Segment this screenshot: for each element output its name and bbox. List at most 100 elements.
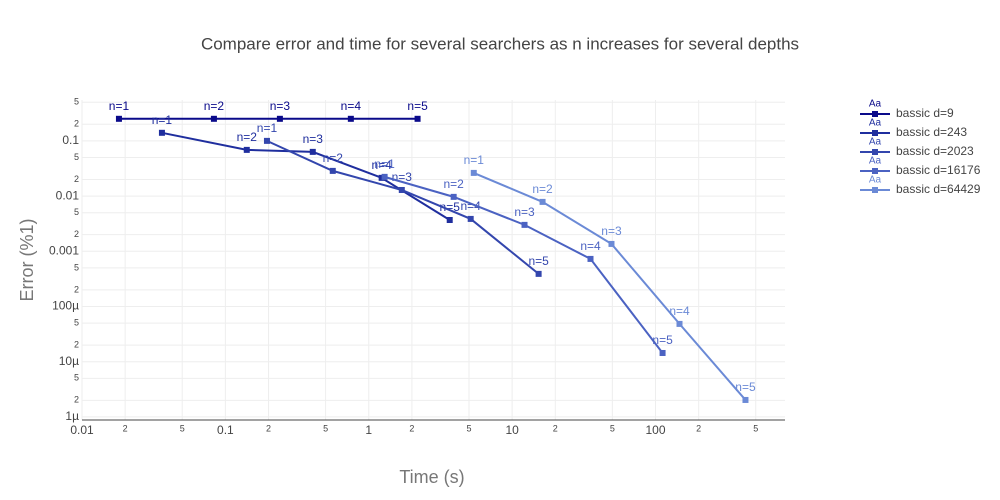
x-tick-label: 2	[409, 423, 414, 433]
marker	[329, 167, 336, 174]
x-axis-title: Time (s)	[399, 467, 464, 487]
marker	[587, 255, 594, 262]
marker	[381, 173, 388, 180]
x-tick-label: 10	[505, 423, 519, 437]
x-tick-label: 100	[646, 423, 666, 437]
x-tick-label: 5	[466, 423, 471, 433]
marker	[535, 270, 542, 277]
marker	[158, 129, 165, 136]
point-label: n=1	[464, 153, 485, 167]
point-label: n=1	[152, 113, 173, 127]
legend-icon-text: Aa	[869, 99, 882, 110]
point-label: n=5	[528, 254, 549, 268]
legend-icon-text: Aa	[869, 118, 882, 129]
x-tick-label: 5	[180, 423, 185, 433]
y-tick-label: 2	[74, 395, 79, 405]
point-label: n=1	[257, 121, 278, 135]
legend-label: bassic d=64429	[896, 182, 981, 196]
y-tick-label: 0.1	[62, 133, 79, 147]
legend-icon-text: Aa	[869, 175, 882, 186]
y-tick-label: 0.01	[56, 188, 80, 202]
y-tick-label: 2	[74, 284, 79, 294]
point-label: n=3	[601, 224, 622, 238]
marker	[450, 193, 457, 200]
series-line	[266, 139, 540, 275]
y-tick-label: 0.001	[49, 243, 79, 257]
x-tick-label: 0.01	[70, 423, 94, 437]
point-label: n=4	[341, 99, 362, 113]
chart-title: Compare error and time for several searc…	[201, 34, 799, 53]
legend-label: bassic d=16176	[896, 163, 981, 177]
legend-marker	[872, 168, 878, 174]
x-tick-label: 2	[266, 423, 271, 433]
y-tick-label: 2	[74, 174, 79, 184]
point-label: n=2	[237, 130, 258, 144]
marker	[659, 349, 666, 356]
y-tick-label: 100µ	[52, 299, 79, 313]
point-label: n=3	[270, 99, 291, 113]
marker	[446, 216, 453, 223]
x-tick-label: 2	[553, 423, 558, 433]
series-line	[384, 175, 664, 354]
x-tick-label: 5	[610, 423, 615, 433]
marker	[243, 146, 250, 153]
y-tick-label: 10µ	[59, 354, 79, 368]
y-tick-label: 2	[74, 119, 79, 129]
y-tick-label: 5	[74, 152, 79, 162]
marker	[467, 215, 474, 222]
marker	[608, 240, 615, 247]
marker	[347, 115, 354, 122]
point-label: n=4	[580, 239, 601, 253]
marker	[309, 148, 316, 155]
marker	[470, 169, 477, 176]
legend-marker	[872, 149, 878, 155]
point-label: n=2	[532, 182, 553, 196]
x-tick-label: 2	[696, 423, 701, 433]
point-label: n=5	[652, 333, 673, 347]
point-label: n=3	[514, 205, 535, 219]
marker	[676, 320, 683, 327]
marker	[210, 115, 217, 122]
y-tick-label: 5	[74, 373, 79, 383]
y-tick-label: 5	[74, 97, 79, 107]
marker	[414, 115, 421, 122]
legend-marker	[872, 111, 878, 117]
y-tick-label: 5	[74, 262, 79, 272]
legend-icon-text: Aa	[869, 156, 882, 167]
x-tick-label: 0.1	[217, 423, 234, 437]
point-label: n=5	[735, 380, 756, 394]
point-label: n=5	[440, 200, 461, 214]
y-tick-label: 2	[74, 229, 79, 239]
legend-label: bassic d=243	[896, 125, 967, 139]
marker	[521, 221, 528, 228]
y-tick-label: 2	[74, 339, 79, 349]
y-tick-label: 5	[74, 207, 79, 217]
y-tick-label: 5	[74, 318, 79, 328]
point-label: n=2	[323, 151, 344, 165]
legend-label: bassic d=9	[896, 106, 954, 120]
x-tick-label: 5	[753, 423, 758, 433]
legend-marker	[872, 187, 878, 193]
x-tick-label: 2	[123, 423, 128, 433]
x-tick-label: 1	[365, 423, 372, 437]
y-tick-label: 1µ	[65, 409, 79, 423]
point-label: n=4	[669, 304, 690, 318]
legend-icon-text: Aa	[869, 137, 882, 148]
point-label: n=2	[204, 99, 225, 113]
point-label: n=1	[109, 99, 130, 113]
point-label: n=3	[303, 132, 324, 146]
marker	[742, 396, 749, 403]
marker	[115, 115, 122, 122]
point-label: n=2	[443, 177, 464, 191]
point-label: n=4	[371, 158, 392, 172]
point-label: n=1	[374, 157, 395, 171]
x-tick-label: 5	[323, 423, 328, 433]
marker	[539, 198, 546, 205]
marker	[276, 115, 283, 122]
legend-marker	[872, 130, 878, 136]
marker	[263, 137, 270, 144]
legend-label: bassic d=2023	[896, 144, 974, 158]
y-axis-title: Error (%1)	[17, 218, 37, 301]
